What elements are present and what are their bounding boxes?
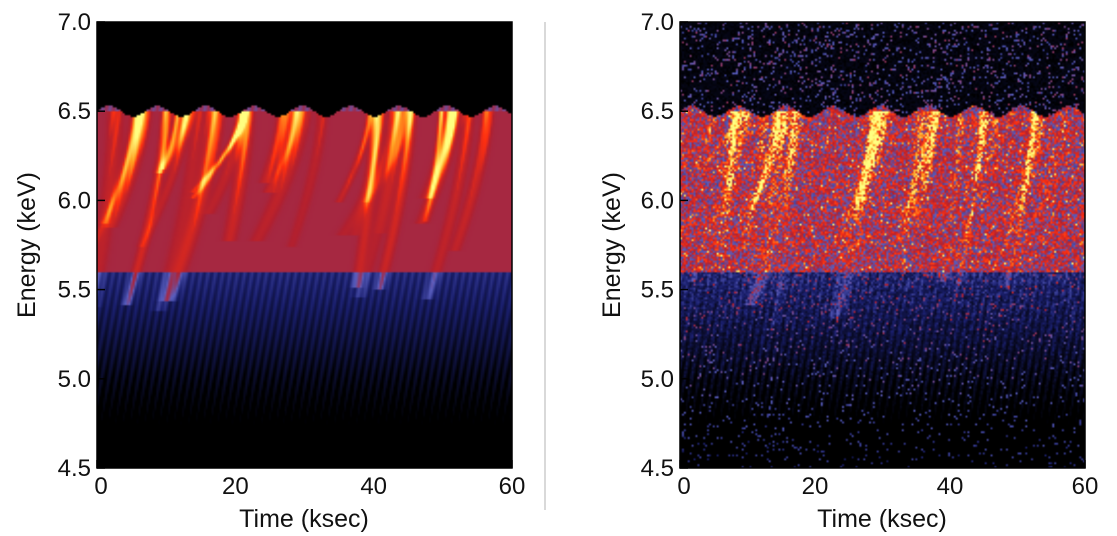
right-chart-panel: 0 20 40 60 4.5 5.0 5.5 6.0 6.5 7.0 Time (ksec) En… bbox=[585, 0, 1117, 536]
right-y-tick-label: 6.5 bbox=[641, 98, 674, 125]
panel-divider bbox=[544, 22, 546, 510]
left-chart-panel: 0 20 40 60 4.5 5.0 5.5 6.0 6.5 7.0 Time (ksec) En… bbox=[0, 0, 540, 536]
left-x-tick-label: 40 bbox=[360, 473, 387, 500]
right-x-tick-label: 0 bbox=[677, 473, 690, 500]
left-y-tick-label: 5.0 bbox=[58, 366, 91, 393]
right-y-axis-label: Energy (keV) bbox=[598, 172, 626, 318]
left-x-tick-label: 0 bbox=[94, 473, 107, 500]
right-y-tick-label: 7.0 bbox=[641, 9, 674, 36]
left-y-tick-label: 5.5 bbox=[58, 277, 91, 304]
right-y-tick-label: 4.5 bbox=[641, 455, 674, 482]
left-axis-ticks: 0 20 40 60 4.5 5.0 5.5 6.0 6.5 7.0 bbox=[58, 9, 526, 500]
right-heatmap bbox=[680, 22, 1085, 468]
right-y-tick-label: 6.0 bbox=[641, 187, 674, 214]
right-x-tick-label: 40 bbox=[937, 473, 964, 500]
left-heatmap bbox=[97, 22, 512, 468]
left-y-axis-label: Energy (keV) bbox=[13, 172, 41, 318]
right-x-axis-label: Time (ksec) bbox=[817, 505, 947, 533]
right-y-tick-label: 5.0 bbox=[641, 366, 674, 393]
left-plot-frame bbox=[96, 21, 513, 469]
right-chart-svg: 0 20 40 60 4.5 5.0 5.5 6.0 6.5 7.0 Time (ksec) En… bbox=[598, 9, 1099, 533]
right-x-tick-label: 60 bbox=[1072, 473, 1099, 500]
right-x-tick-label: 20 bbox=[802, 473, 829, 500]
left-y-tick-label: 6.5 bbox=[58, 98, 91, 125]
right-axis-ticks: 0 20 40 60 4.5 5.0 5.5 6.0 6.5 7.0 bbox=[641, 9, 1099, 500]
left-y-tick-label: 6.0 bbox=[58, 187, 91, 214]
left-x-tick-label: 60 bbox=[499, 473, 526, 500]
left-x-axis-label: Time (ksec) bbox=[239, 505, 369, 533]
left-y-tick-label: 7.0 bbox=[58, 9, 91, 36]
left-x-tick-label: 20 bbox=[222, 473, 249, 500]
right-y-tick-label: 5.5 bbox=[641, 277, 674, 304]
right-plot-frame bbox=[679, 21, 1086, 469]
left-chart-svg: 0 20 40 60 4.5 5.0 5.5 6.0 6.5 7.0 Time (ksec) En… bbox=[13, 9, 526, 533]
left-y-tick-label: 4.5 bbox=[58, 455, 91, 482]
